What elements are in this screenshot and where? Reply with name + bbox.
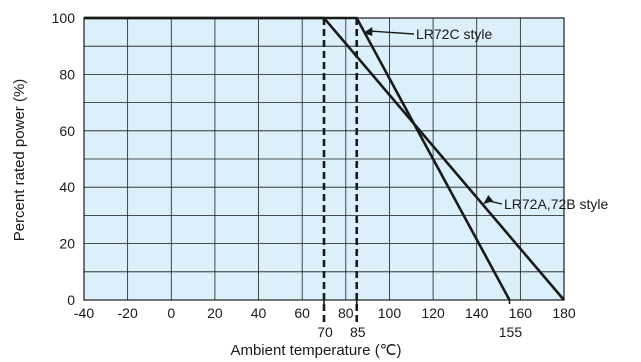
y-tick-label: 100 bbox=[52, 10, 76, 26]
x-tick-label: 80 bbox=[338, 305, 354, 321]
reference-lines bbox=[322, 18, 359, 322]
grid-lines bbox=[84, 18, 564, 300]
annotations: LR72C style LR72A,72B style bbox=[363, 26, 608, 212]
annotation-arrowhead bbox=[483, 195, 494, 205]
x-tick-label: 60 bbox=[294, 305, 310, 321]
plot-frame bbox=[83, 17, 565, 301]
y-tick-label: 60 bbox=[59, 123, 75, 139]
x-tick-label: -20 bbox=[118, 305, 138, 321]
x-tick-label: 20 bbox=[207, 305, 223, 321]
y-tick-label: 20 bbox=[59, 236, 75, 252]
annotation-arrowhead bbox=[363, 27, 373, 36]
annotation-leader bbox=[369, 30, 415, 35]
y-tick-label: 40 bbox=[59, 179, 75, 195]
annotation-label: LR72A,72B style bbox=[504, 196, 608, 212]
x-tick-label: -40 bbox=[74, 305, 94, 321]
x-tick-label: 160 bbox=[509, 305, 533, 321]
x-axis-title: Ambient temperature (℃) bbox=[230, 342, 401, 359]
special-tick-label: 70 bbox=[317, 324, 333, 340]
x-tick-label: 0 bbox=[167, 305, 175, 321]
y-axis-title: Percent rated power (%) bbox=[11, 79, 28, 242]
y-tick-label: 0 bbox=[67, 292, 75, 308]
annotation-label: LR72C style bbox=[416, 26, 492, 42]
x-tick-label: 180 bbox=[552, 305, 576, 321]
special-tick-label: 85 bbox=[350, 324, 366, 340]
special-tick-label: 155 bbox=[499, 324, 523, 340]
x-tick-label: 100 bbox=[378, 305, 402, 321]
x-tick-label: 40 bbox=[251, 305, 267, 321]
tick-labels: -40 -20 0 20 40 60 80 100 120 140 160 180 0 20 40 60 80 1… bbox=[52, 10, 576, 340]
y-tick-label: 80 bbox=[59, 66, 75, 82]
x-tick-label: 120 bbox=[421, 305, 445, 321]
x-tick-label: 140 bbox=[465, 305, 489, 321]
